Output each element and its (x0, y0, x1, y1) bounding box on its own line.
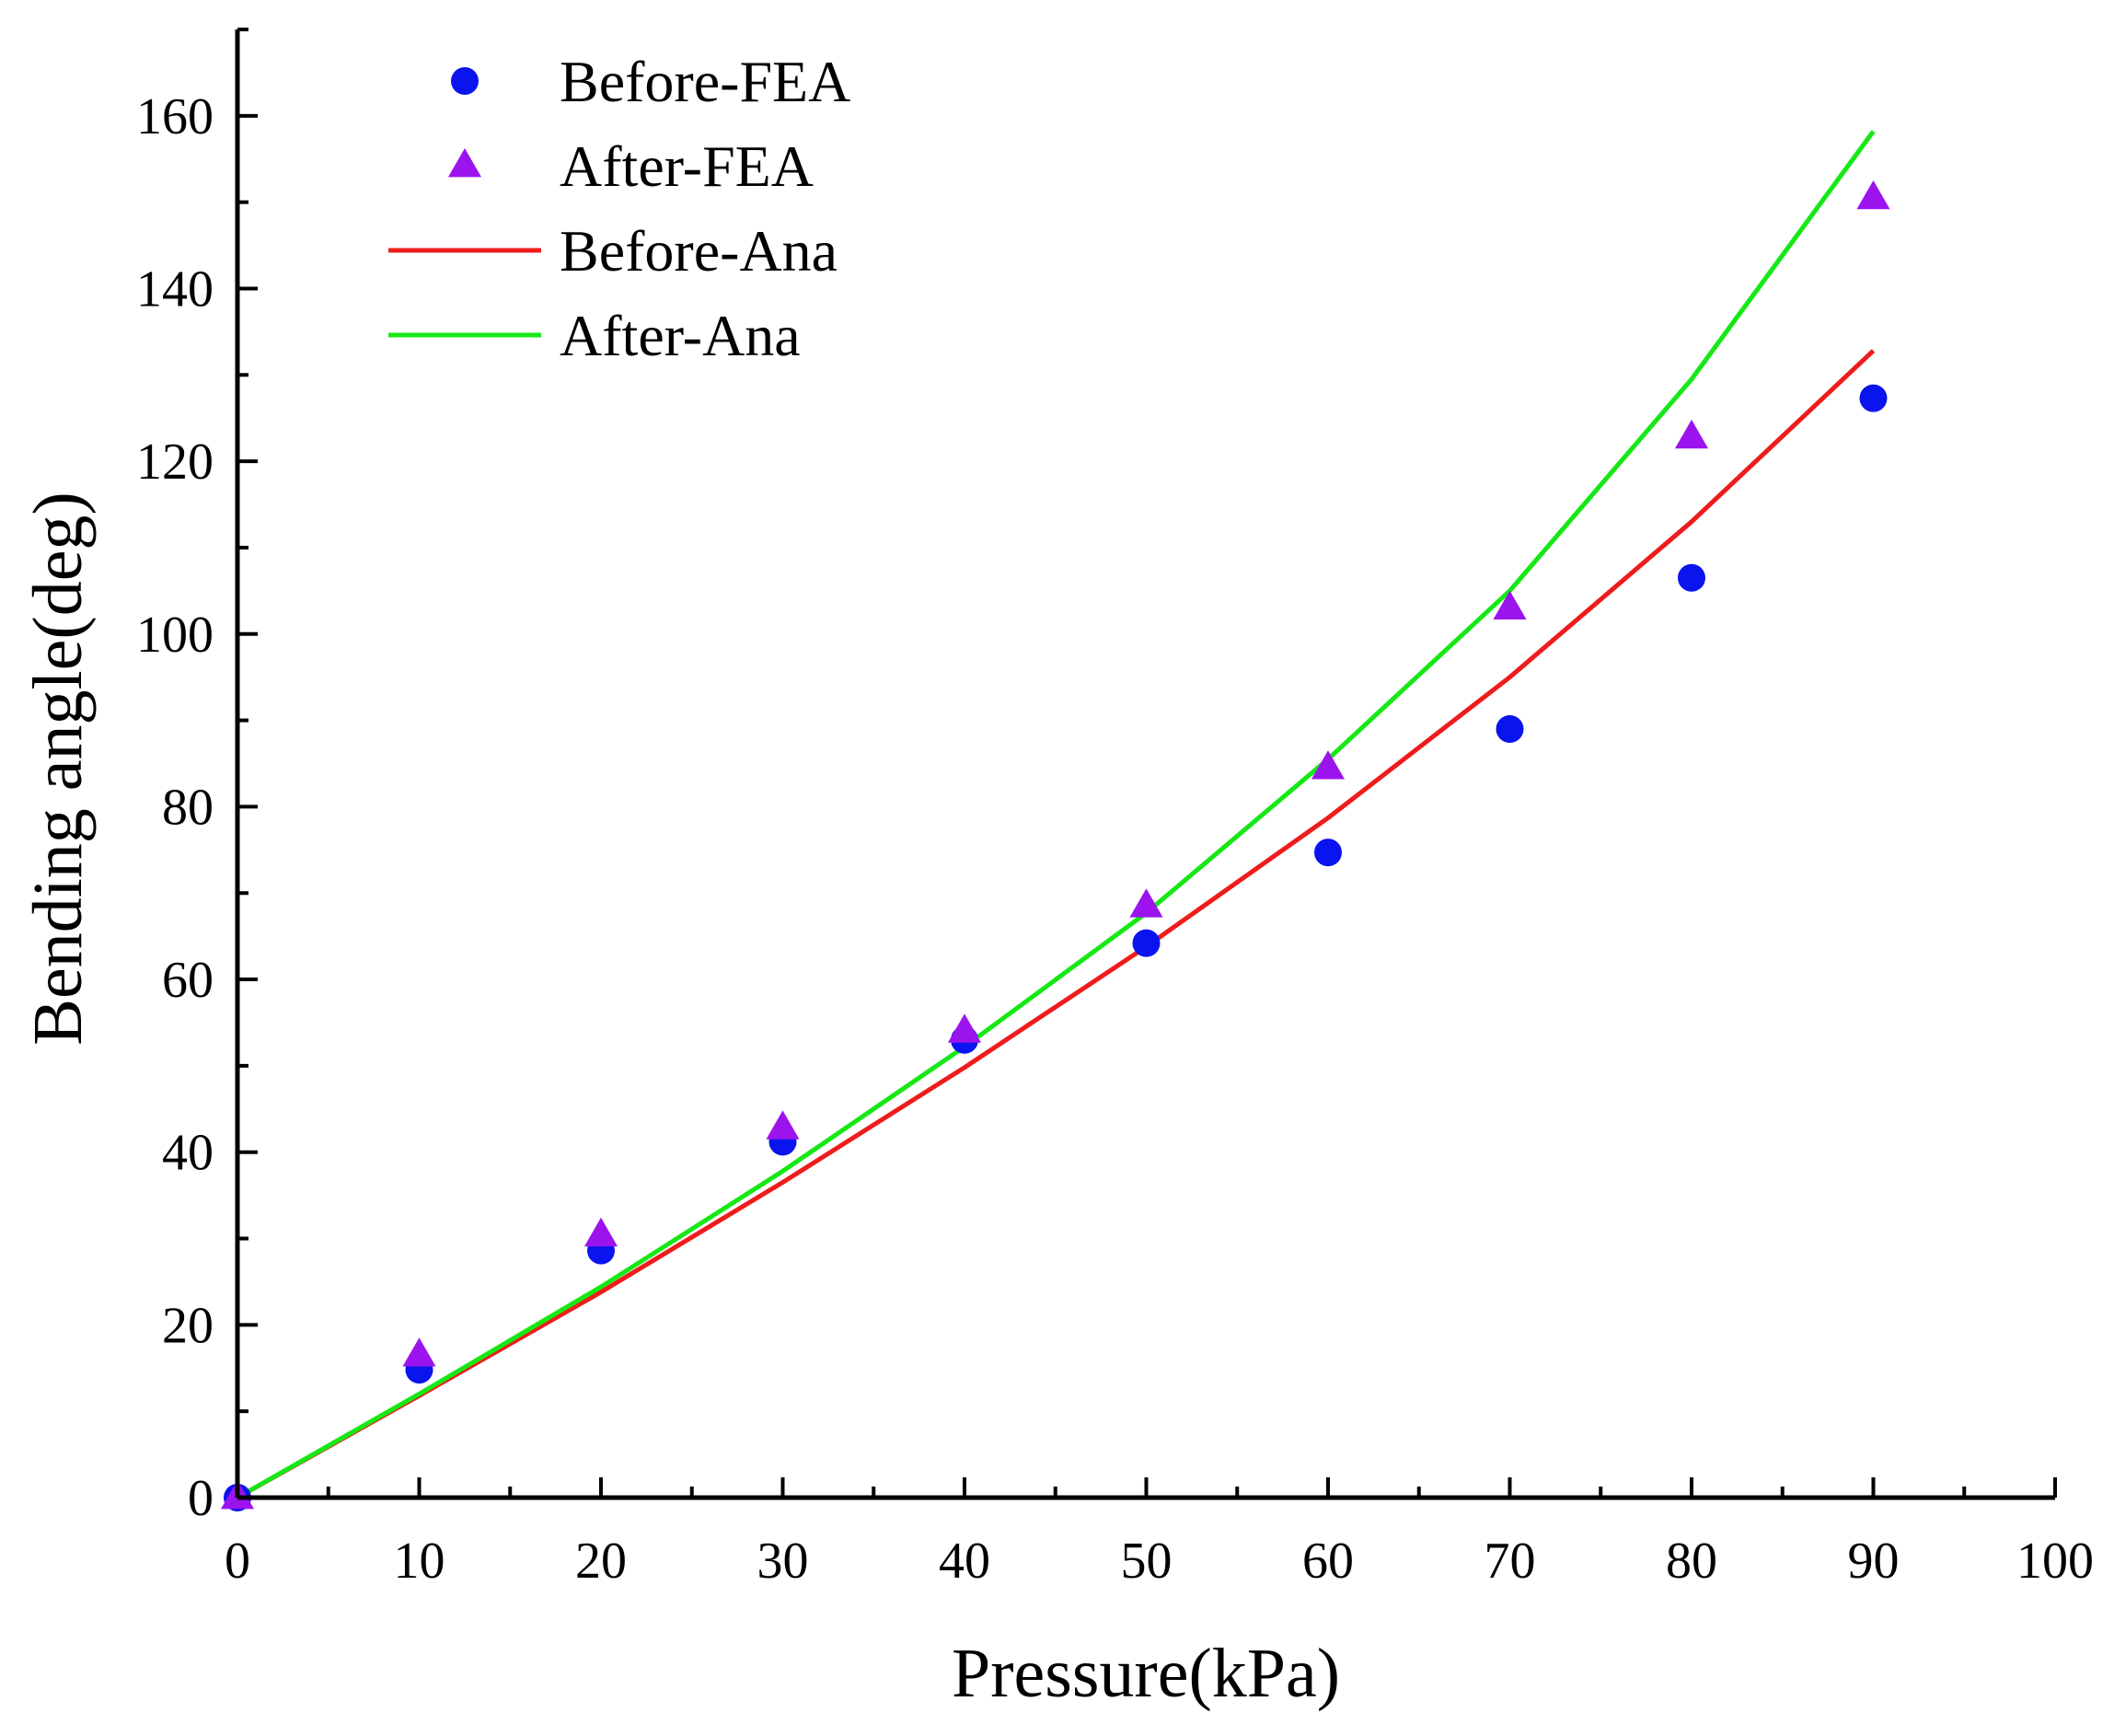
y-tick-label: 40 (162, 1125, 214, 1182)
data-point-after-fea (1674, 419, 1709, 449)
y-tick-label: 160 (136, 88, 214, 145)
data-point-before-fea (1132, 929, 1161, 957)
x-tick-label: 70 (1484, 1533, 1536, 1590)
y-tick-label: 100 (136, 607, 214, 664)
y-tick-label: 80 (162, 779, 214, 836)
data-point-after-fea (1856, 179, 1890, 210)
data-point-after-fea (402, 1337, 436, 1367)
y-tick-label: 120 (136, 434, 214, 491)
data-point-after-fea (1311, 750, 1346, 780)
legend-label-before-fea: Before-FEA (560, 49, 850, 114)
data-point-after-fea (947, 1013, 982, 1043)
legend-label-before-ana: Before-Ana (560, 218, 838, 284)
x-tick-label: 20 (575, 1533, 627, 1590)
series-line-after-ana (236, 130, 1876, 1500)
y-tick-label: 60 (162, 952, 214, 1009)
x-tick-label: 0 (225, 1533, 250, 1590)
x-tick-label: 10 (394, 1533, 445, 1590)
legend-swatch-before-fea (451, 67, 479, 95)
x-tick-label: 40 (939, 1533, 990, 1590)
x-axis-title: Pressure(kPa) (952, 1635, 1340, 1712)
y-axis-title: Bending angle(deg) (19, 492, 97, 1045)
x-axis-ticks: 0 10 20 30 40 50 60 70 80 90 100 (225, 1477, 2094, 1590)
x-tick-label: 90 (1848, 1533, 1900, 1590)
x-tick-label: 50 (1121, 1533, 1173, 1590)
x-tick-label: 80 (1666, 1533, 1717, 1590)
y-tick-label: 0 (188, 1470, 214, 1527)
legend-label-after-ana: After-Ana (560, 303, 801, 368)
x-tick-label: 100 (2016, 1533, 2094, 1590)
data-point-before-fea (1496, 714, 1524, 743)
series-line-before-ana (236, 349, 1876, 1500)
data-point-after-fea (766, 1110, 800, 1140)
series-markers (220, 179, 1890, 1511)
data-point-before-fea (1678, 563, 1705, 592)
data-point-before-fea (1314, 839, 1342, 867)
legend-swatch-after-fea (447, 148, 482, 178)
series-lines (236, 130, 1876, 1500)
legend-label-after-fea: After-FEA (560, 133, 814, 199)
data-point-after-fea (583, 1217, 618, 1247)
x-tick-label: 60 (1302, 1533, 1354, 1590)
legend: Before-FEA After-FEA Before-Ana After-Ana (388, 49, 850, 368)
y-tick-label: 140 (136, 260, 214, 318)
data-point-after-fea (1129, 888, 1163, 918)
data-point-before-fea (1859, 384, 1888, 412)
data-point-after-fea (1493, 590, 1527, 619)
axes: 0 10 20 30 40 50 60 70 80 90 100 0 20 40 60 80 100 120 14… (136, 28, 2094, 1590)
x-tick-label: 30 (757, 1533, 809, 1590)
y-axis-ticks: 0 20 40 60 80 100 120 140 160 (136, 28, 258, 1527)
y-tick-label: 20 (162, 1297, 214, 1354)
